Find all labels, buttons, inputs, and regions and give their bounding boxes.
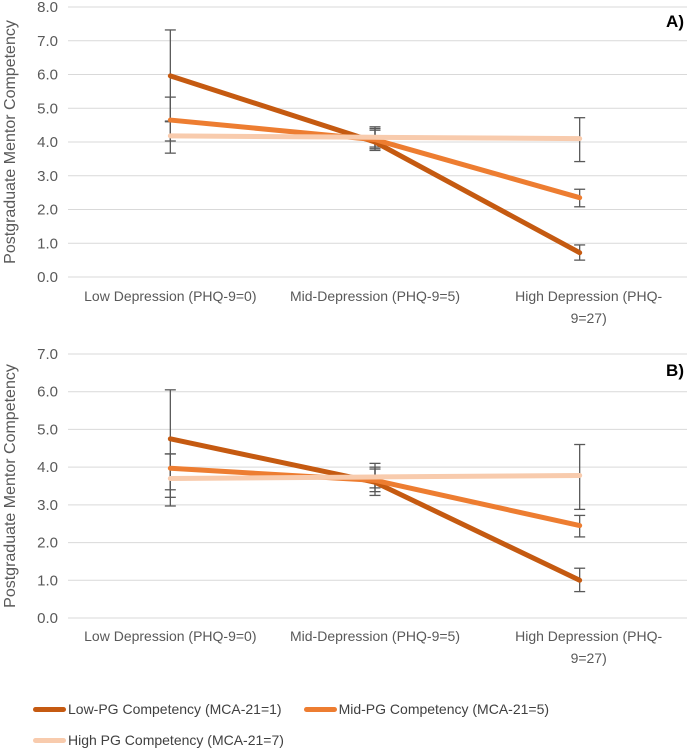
- y-tick-label: 7.0: [37, 33, 58, 50]
- y-tick-label: 3.0: [37, 168, 58, 185]
- y-tick-label: 5.0: [37, 100, 58, 117]
- y-tick-label: 4.0: [37, 459, 58, 476]
- y-tick-label: 6.0: [37, 384, 58, 401]
- panel-label-backing: [651, 11, 685, 32]
- y-tick-label: 1.0: [37, 235, 58, 252]
- chart-legend: Low-PG Competency (MCA-21=1) Mid-PG Comp…: [0, 686, 687, 748]
- series-line-low_pg: [167, 73, 583, 256]
- y-tick-label: 6.0: [37, 67, 58, 84]
- x-category-label: Low Depression (PHQ-9=0): [84, 628, 256, 644]
- legend-label-mid-pg: Mid-PG Competency (MCA-21=5): [338, 701, 550, 717]
- legend-label-high-pg: High PG Competency (MCA-21=7): [68, 732, 284, 748]
- y-tick-label: 7.0: [37, 346, 58, 363]
- chart-panel-a: 0.0 1.0 2.0 3.0 4.0 5.0 6.0 7.0 8.0 Postgraduate …: [2, 0, 687, 326]
- legend-row-1: Low-PG Competency (MCA-21=1) Mid-PG Comp…: [33, 701, 687, 717]
- y-axis-title: Postgraduate Mentor Competency: [2, 364, 19, 608]
- y-tick-label: 3.0: [37, 497, 58, 514]
- legend-swatch-mid-pg-icon: [303, 706, 337, 712]
- legend-swatch-high-pg-icon: [33, 737, 66, 743]
- y-tick-label: 0.0: [37, 269, 58, 286]
- y-tick-label: 1.0: [37, 572, 58, 589]
- legend-row-2: High PG Competency (MCA-21=7): [33, 732, 687, 748]
- series-line-high_pg: [167, 133, 583, 142]
- x-category-label: 9=27): [571, 650, 607, 666]
- panel-label: A): [666, 12, 684, 31]
- panel-label: B): [666, 361, 684, 380]
- x-category-label: Mid-Depression (PHQ-9=5): [290, 628, 460, 644]
- x-category-label: Low Depression (PHQ-9=0): [84, 288, 256, 304]
- legend-label-low-pg: Low-PG Competency (MCA-21=1): [68, 701, 282, 717]
- series-line-high_pg: [167, 472, 583, 481]
- x-category-label: High Depression (PHQ-: [515, 288, 662, 304]
- y-tick-label: 0.0: [37, 610, 58, 627]
- x-category-label: High Depression (PHQ-: [515, 628, 662, 644]
- legend-swatch-low-pg-icon: [33, 706, 66, 712]
- y-tick-label: 8.0: [37, 0, 58, 16]
- x-category-label: 9=27): [571, 310, 607, 326]
- legend-item-high-pg: High PG Competency (MCA-21=7): [33, 732, 284, 748]
- panel-label-backing: [651, 360, 685, 381]
- x-category-label: Mid-Depression (PHQ-9=5): [290, 288, 460, 304]
- y-axis-title: Postgraduate Mentor Competency: [2, 20, 19, 264]
- y-tick-label: 4.0: [37, 134, 58, 151]
- chart-panel-b: 0.0 1.0 2.0 3.0 4.0 5.0 6.0 7.0 Postgraduate Men…: [2, 346, 687, 666]
- y-tick-label: 2.0: [37, 535, 58, 552]
- y-tick-label: 2.0: [37, 202, 58, 219]
- legend-item-low-pg: Low-PG Competency (MCA-21=1): [33, 701, 282, 717]
- series-line-mid_pg: [167, 465, 583, 529]
- legend-item-mid-pg: Mid-PG Competency (MCA-21=5): [303, 701, 550, 717]
- y-tick-label: 5.0: [37, 421, 58, 438]
